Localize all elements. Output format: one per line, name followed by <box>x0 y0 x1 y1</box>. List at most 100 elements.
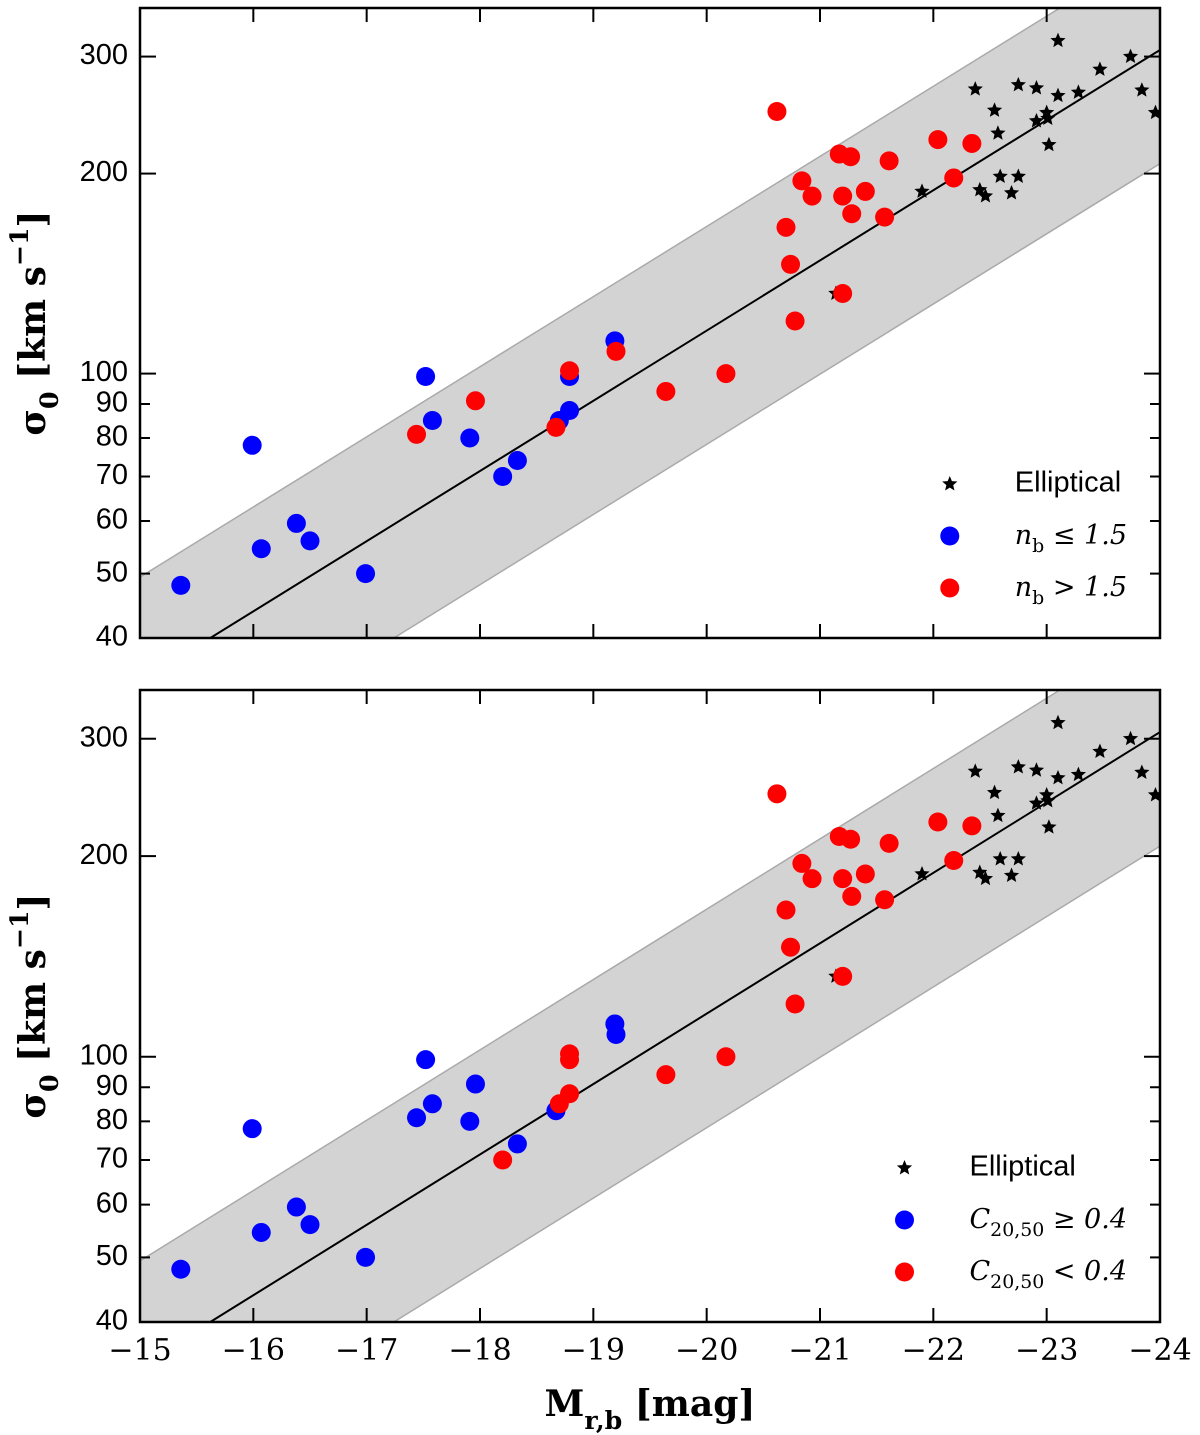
y-tick-label: 100 <box>80 1039 128 1071</box>
star-point <box>1122 730 1139 746</box>
star-point <box>992 851 1008 866</box>
point <box>465 391 485 411</box>
star-point <box>1134 764 1150 779</box>
star-point <box>1003 184 1020 200</box>
point <box>407 1108 427 1128</box>
star-point <box>1010 76 1026 92</box>
y-tick-label: 70 <box>96 459 128 491</box>
x-tick-label: −22 <box>902 1333 965 1368</box>
y-tick-label: 90 <box>96 1070 128 1102</box>
star-point <box>977 188 994 203</box>
point <box>356 1247 376 1267</box>
point <box>465 1074 485 1094</box>
plot-area <box>140 690 1160 1322</box>
star-point <box>1003 867 1020 883</box>
star-point <box>990 807 1006 823</box>
star-point <box>1070 766 1087 782</box>
plot-area <box>140 8 1160 638</box>
point <box>785 311 805 331</box>
point <box>875 890 895 910</box>
star-point <box>1122 48 1139 64</box>
scatter-band <box>140 690 1160 1322</box>
star-point <box>1147 787 1160 802</box>
point <box>460 428 480 448</box>
star-point <box>1028 112 1045 128</box>
point <box>416 1050 436 1070</box>
star-point <box>1041 819 1057 834</box>
legend-marker <box>895 1210 914 1230</box>
point <box>962 816 982 836</box>
y-tick-label: 200 <box>80 156 128 188</box>
point <box>962 133 982 153</box>
point <box>855 864 875 884</box>
point <box>833 186 853 206</box>
point <box>560 361 580 381</box>
legend-marker <box>896 1160 913 1175</box>
point <box>776 900 796 920</box>
legend-marker <box>940 578 960 598</box>
y-tick-label: 60 <box>96 1187 128 1219</box>
x-tick-label: −17 <box>335 1333 398 1368</box>
plot-frame <box>138 6 1162 640</box>
star-point <box>1028 80 1045 95</box>
star-point <box>1010 168 1026 183</box>
star-point <box>1050 769 1066 785</box>
y-tick-label: 300 <box>80 39 128 71</box>
star-point <box>1050 714 1066 730</box>
y-tick-label: 100 <box>80 356 128 388</box>
x-tick-label: −20 <box>675 1333 738 1368</box>
star-point <box>1028 762 1045 777</box>
y-tick-label: 90 <box>96 387 128 419</box>
y-tick-label: 50 <box>96 556 128 588</box>
x-tick-label: −21 <box>788 1333 851 1368</box>
star-point <box>1010 759 1026 774</box>
point <box>286 1197 306 1217</box>
star-point <box>967 81 983 96</box>
point <box>422 410 442 430</box>
x-tick-label: −16 <box>222 1333 285 1368</box>
point <box>493 1150 513 1170</box>
point <box>560 400 580 420</box>
point <box>875 207 895 227</box>
star-point <box>1039 787 1055 802</box>
y-tick-label: 200 <box>80 839 128 871</box>
point <box>944 168 964 188</box>
star-point <box>1147 104 1160 120</box>
point <box>251 1222 271 1242</box>
x-tick-label: −23 <box>1015 1333 1078 1368</box>
y-tick-label: 70 <box>96 1143 128 1175</box>
y-tick-label: 60 <box>96 504 128 536</box>
point <box>493 467 513 487</box>
point <box>407 424 427 444</box>
point <box>802 186 822 206</box>
point <box>460 1111 480 1131</box>
point <box>944 850 964 870</box>
star-point <box>1028 795 1045 810</box>
point <box>928 812 948 832</box>
x-tick-label: −18 <box>448 1333 511 1368</box>
point <box>841 829 861 849</box>
plot-frame <box>138 688 1162 1324</box>
star-point <box>1070 84 1087 99</box>
star-point <box>992 168 1008 183</box>
point <box>286 513 306 533</box>
legend: Elliptical nb ≤ 1.5 nb > 1.5 <box>940 467 1127 609</box>
star-point <box>1040 792 1056 808</box>
point <box>356 564 376 584</box>
legend-marker <box>895 1262 914 1282</box>
fit-line <box>209 731 1160 1322</box>
point <box>300 1215 320 1235</box>
point <box>781 254 801 274</box>
point <box>656 381 676 401</box>
point <box>422 1094 442 1114</box>
y-axis-label: σ0 [km s−1] <box>4 210 64 435</box>
point <box>242 435 262 455</box>
star-point <box>986 102 1003 117</box>
point <box>716 364 736 384</box>
star-point <box>986 784 1003 800</box>
y-tick-label: 80 <box>96 1104 128 1136</box>
point <box>507 450 527 470</box>
